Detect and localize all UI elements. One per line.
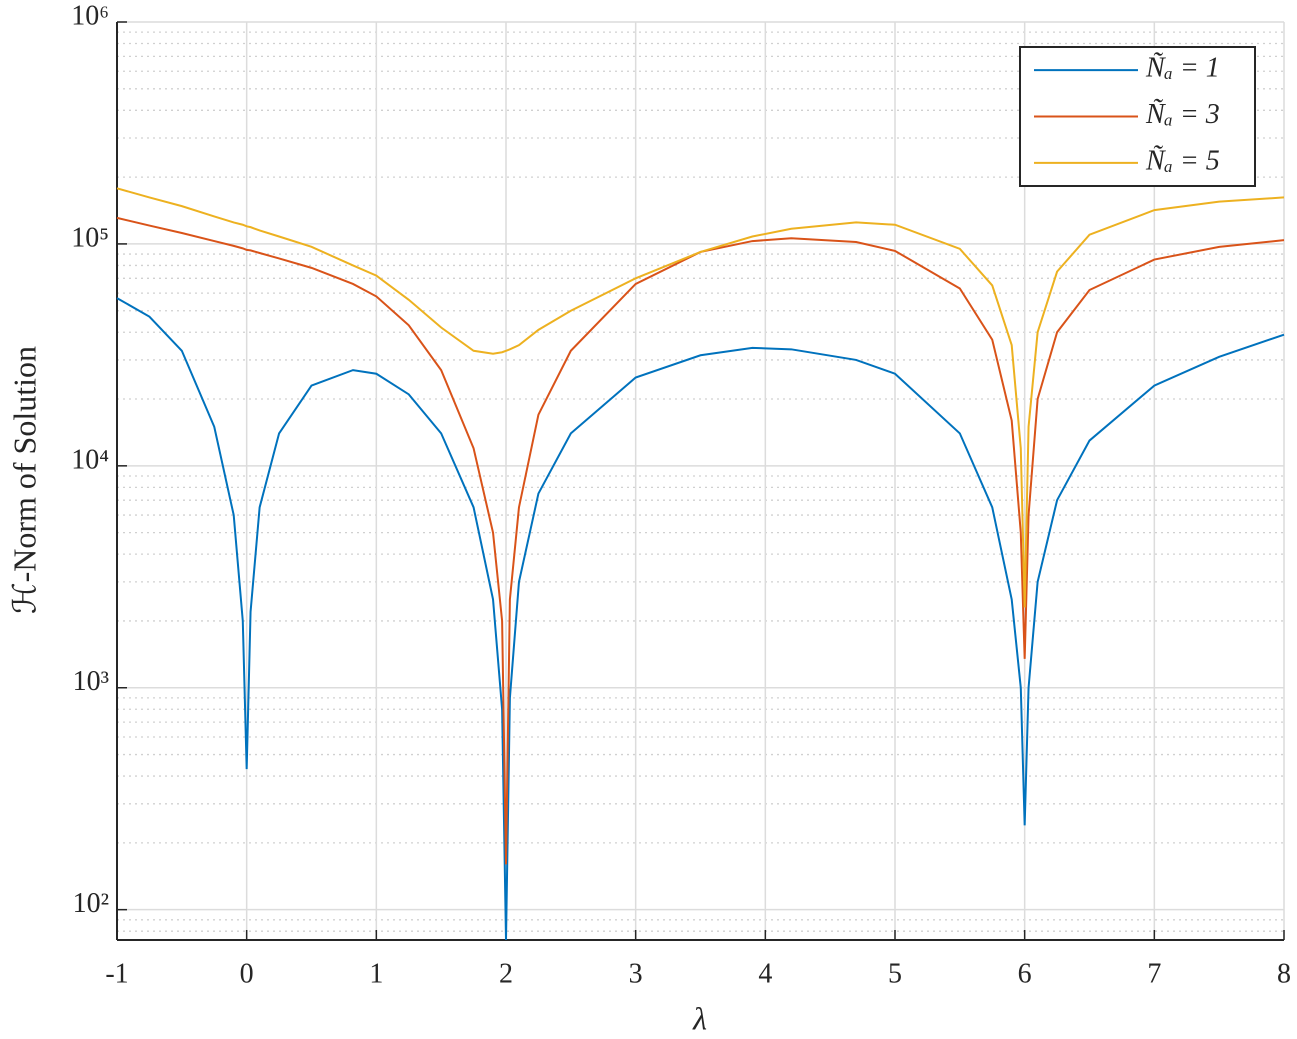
x-axis-label: λ xyxy=(692,1000,707,1036)
x-tick-label: 3 xyxy=(629,958,643,989)
x-tick-label: 7 xyxy=(1147,958,1161,989)
legend-label: Ñₐ = 3 xyxy=(1145,99,1220,130)
y-tick-label: 10⁵ xyxy=(71,222,109,253)
y-tick-label: 10⁶ xyxy=(71,0,109,31)
series-line xyxy=(116,297,1285,941)
x-tick-label: 4 xyxy=(758,958,772,989)
x-tick-label: 2 xyxy=(499,958,513,989)
y-tick-label: 10³ xyxy=(73,666,109,697)
y-tick-label: 10⁴ xyxy=(71,444,109,475)
series-line xyxy=(116,187,1285,608)
x-tick-label: 0 xyxy=(240,958,254,989)
x-tick-label: 8 xyxy=(1277,958,1291,989)
x-tick-label: 5 xyxy=(888,958,902,989)
x-tick-label: -1 xyxy=(105,958,128,989)
x-tick-label: 6 xyxy=(1018,958,1032,989)
y-axis-label: ℋ-Norm of Solution xyxy=(6,346,42,614)
x-tick-label: 1 xyxy=(369,958,383,989)
legend: Ñₐ = 1 Ñₐ = 3 Ñₐ = 5 xyxy=(1019,46,1256,187)
y-tick-label: 10² xyxy=(73,888,109,919)
series-line xyxy=(116,216,1285,865)
legend-label: Ñₐ = 1 xyxy=(1145,53,1220,84)
legend-label: Ñₐ = 5 xyxy=(1145,145,1220,176)
